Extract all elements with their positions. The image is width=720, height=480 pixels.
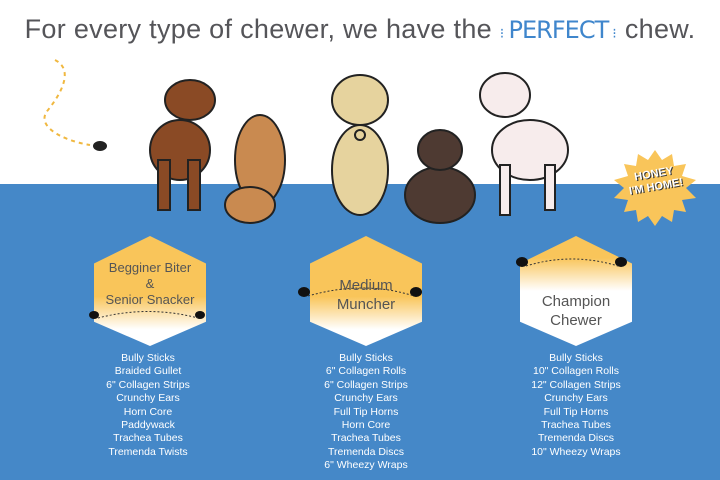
title-text: For every type of chewer, we have the	[24, 14, 492, 44]
list-item: 6" Collagen Strips	[324, 378, 408, 391]
label-line: Begginer Biter	[108, 260, 192, 275]
label-line: Champion	[541, 293, 611, 310]
sparkle-icon: ⁝	[499, 25, 505, 41]
category-label-medium: Medium Muncher	[310, 276, 422, 314]
list-item: Crunchy Ears	[544, 392, 608, 405]
sparkle-icon: ⁝	[612, 25, 618, 41]
page-title: For every type of chewer, we have the ⁝ P…	[0, 14, 720, 45]
bee-flight-path-icon	[43, 59, 107, 151]
list-item: 10" Collagen Rolls	[532, 365, 620, 378]
dog-dark-icon	[404, 129, 476, 224]
category-label-champion: Champion Chewer	[516, 292, 636, 330]
list-item: Horn Core	[123, 405, 173, 418]
dog-white-icon	[479, 72, 569, 216]
list-item: Braided Gullet	[114, 365, 182, 378]
title-highlight: PERFECT	[508, 16, 610, 44]
label-line: Chewer	[550, 312, 602, 329]
label-line: Senior Snacker	[105, 292, 195, 307]
label-line: Medium	[339, 277, 393, 294]
chew-list-medium: Bully Sticks 6" Collagen Rolls 6" Collag…	[276, 352, 456, 473]
list-item: Trachea Tubes	[541, 419, 611, 432]
list-item: Paddywack	[121, 419, 175, 432]
bee-path-icon	[97, 258, 619, 319]
list-item: Bully Sticks	[549, 352, 603, 364]
list-item: 10" Wheezy Wraps	[531, 445, 621, 458]
list-item: Tremenda Twists	[108, 445, 188, 458]
hexagon-champion	[520, 236, 632, 346]
list-item: Bully Sticks	[121, 352, 175, 364]
list-item: Crunchy Ears	[334, 392, 398, 405]
list-item: Crunchy Ears	[116, 392, 180, 405]
bee-icon	[89, 257, 627, 319]
list-item: 12" Collagen Strips	[531, 378, 621, 391]
dog-tan-icon	[224, 114, 286, 224]
list-item: Full Tip Horns	[333, 405, 399, 418]
label-line: Muncher	[336, 296, 396, 313]
list-item: 6" Collagen Strips	[106, 378, 190, 391]
list-item: Bully Sticks	[339, 352, 393, 364]
list-item: Trachea Tubes	[331, 432, 401, 445]
honey-badge-icon	[614, 150, 696, 226]
dog-cream-icon	[331, 74, 389, 216]
title-text-end: chew.	[624, 14, 696, 44]
list-item: Horn Core	[341, 419, 391, 432]
list-item: Full Tip Horns	[543, 405, 609, 418]
chew-list-beginner: Bully Sticks Braided Gullet 6" Collagen …	[58, 352, 238, 459]
dog-brown-icon	[149, 79, 216, 211]
chew-list-champion: Bully Sticks 10" Collagen Rolls 12" Coll…	[486, 352, 666, 459]
list-item: Tremenda Discs	[327, 445, 405, 458]
label-line: &	[145, 276, 155, 291]
list-item: Tremenda Discs	[537, 432, 615, 445]
list-item: 6" Collagen Rolls	[325, 365, 407, 378]
category-label-beginner: Begginer Biter & Senior Snacker	[84, 260, 216, 308]
list-item: 6" Wheezy Wraps	[324, 459, 408, 472]
list-item: Trachea Tubes	[113, 432, 183, 445]
